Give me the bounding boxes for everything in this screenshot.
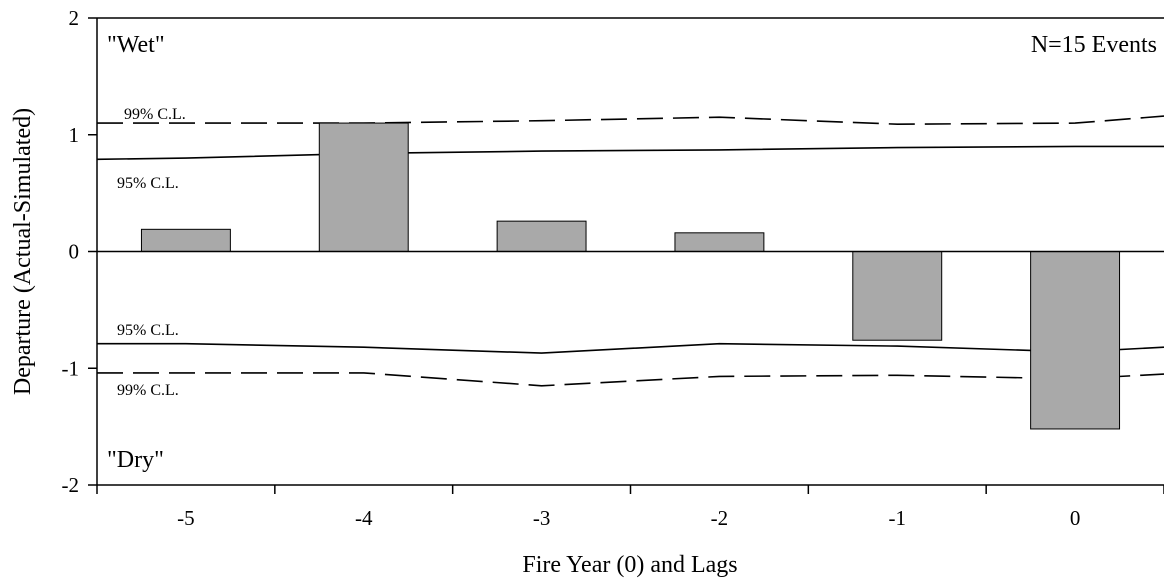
x-tick-label: 0 xyxy=(1070,506,1081,530)
bar xyxy=(141,229,230,251)
dry-label: "Dry" xyxy=(107,447,164,473)
upper-99-cl-label: 99% C.L. xyxy=(124,106,186,123)
wet-label: "Wet" xyxy=(107,32,165,58)
x-tick-label: -1 xyxy=(889,506,907,530)
bar xyxy=(675,233,764,252)
lower-99-cl-label: 99% C.L. xyxy=(117,382,179,399)
y-tick-label: -2 xyxy=(62,473,80,497)
upper-95-cl-label: 95% C.L. xyxy=(117,175,179,192)
x-tick-label: -5 xyxy=(177,506,195,530)
ticks: 2 1 0 -1 -2 -5 -4 -3 -2 -1 0 xyxy=(62,6,1164,530)
lower-95-cl-label: 95% C.L. xyxy=(117,322,179,339)
upper-95-cl-line xyxy=(97,146,1164,159)
bar xyxy=(497,221,586,251)
y-tick-label: 1 xyxy=(69,123,80,147)
bar xyxy=(319,123,408,251)
bar xyxy=(1031,252,1120,429)
y-tick-label: -1 xyxy=(62,356,80,380)
x-tick-label: -3 xyxy=(533,506,551,530)
y-tick-label: 2 xyxy=(69,6,80,30)
upper-99-cl-line xyxy=(97,116,1164,124)
x-tick-label: -4 xyxy=(355,506,373,530)
n-events-label: N=15 Events xyxy=(1031,32,1157,58)
lower-99-cl-line xyxy=(97,373,1164,386)
lower-95-cl-line xyxy=(97,344,1164,353)
x-axis-title: Fire Year (0) and Lags xyxy=(522,552,737,578)
bars xyxy=(141,123,1119,429)
bar xyxy=(853,252,942,341)
y-axis-title: Departure (Actual-Simulated) xyxy=(10,108,36,395)
axes xyxy=(97,18,1164,485)
y-tick-label: 0 xyxy=(69,240,80,264)
x-tick-label: -2 xyxy=(711,506,729,530)
